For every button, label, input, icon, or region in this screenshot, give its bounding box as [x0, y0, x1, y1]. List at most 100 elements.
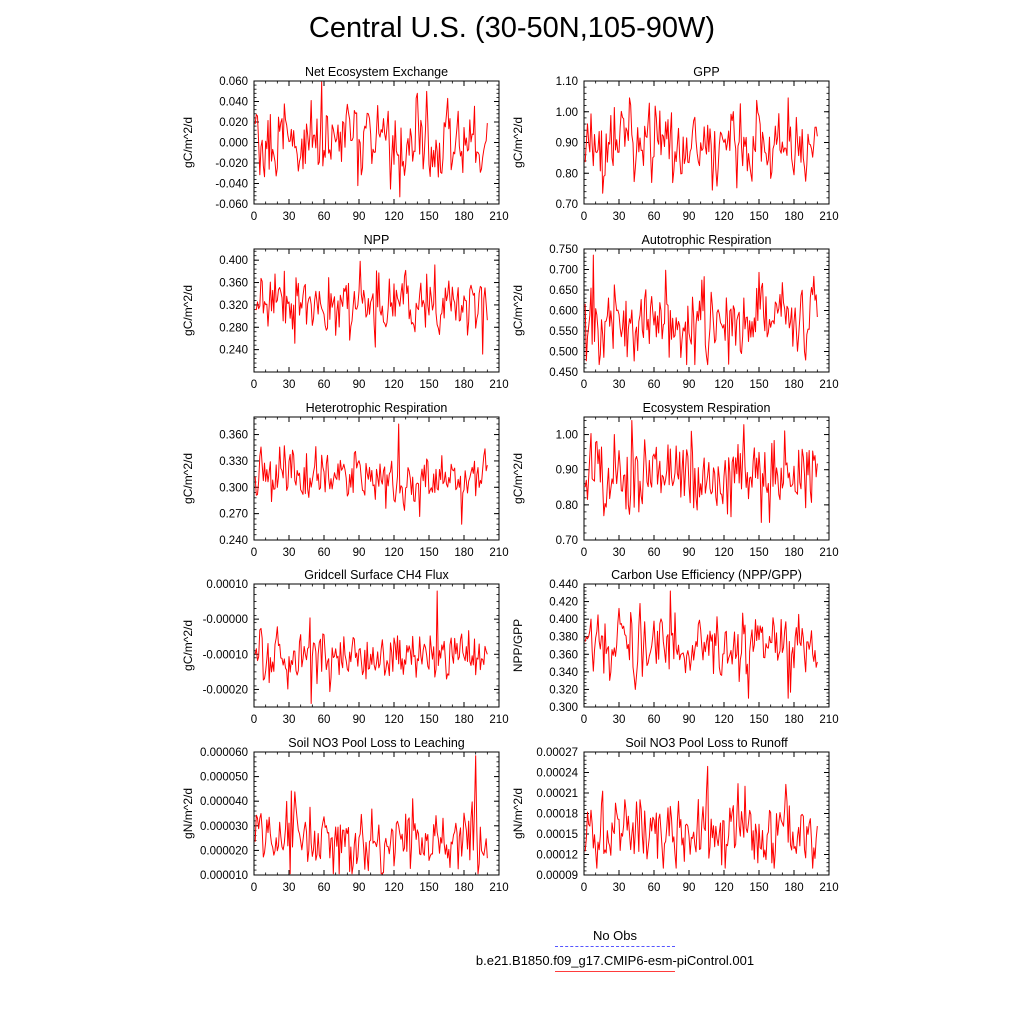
y-tick-label: 0.400 [219, 255, 248, 267]
y-tick-label: 0.000060 [200, 747, 248, 759]
legend-line-model [555, 971, 675, 972]
y-tick-label: 0.80 [556, 500, 578, 512]
x-tick-label: 0 [581, 882, 587, 894]
x-tick-label: 30 [613, 379, 626, 391]
x-tick-label: 0 [581, 379, 587, 391]
x-tick-label: 0 [581, 211, 587, 223]
series-line [255, 260, 488, 355]
plot-frame [583, 248, 830, 373]
x-tick-label: 150 [419, 714, 438, 726]
x-tick-label: 180 [784, 547, 803, 559]
y-tick-label: 1.00 [556, 107, 578, 119]
y-tick-label: 0.000020 [200, 845, 248, 857]
x-tick-label: 120 [714, 714, 733, 726]
y-tick-label: 0.700 [549, 265, 578, 277]
page-title: Central U.S. (30-50N,105-90W) [308, 12, 716, 44]
x-tick-label: 0 [581, 714, 587, 726]
series-line [584, 97, 818, 194]
y-tick-label: 0.750 [549, 244, 578, 256]
y-tick-label: 0.80 [556, 168, 578, 180]
x-tick-label: 210 [489, 882, 508, 894]
y-axis-label: gC/m^2/d [511, 453, 525, 504]
plot-frame [583, 751, 830, 876]
x-tick-label: 180 [454, 547, 473, 559]
y-axis-label: gC/m^2/d [181, 453, 195, 504]
x-tick-label: 120 [384, 714, 403, 726]
y-tick-label: 0.240 [219, 345, 248, 357]
x-tick-label: 0 [251, 714, 257, 726]
x-tick-label: 60 [318, 882, 331, 894]
y-tick-label: 0.300 [549, 702, 578, 714]
x-tick-label: 210 [489, 379, 508, 391]
x-tick-label: 0 [251, 547, 257, 559]
x-tick-label: 150 [419, 211, 438, 223]
legend-label-model: b.e21.B1850.f09_g17.CMIP6-esm-piControl.… [475, 953, 755, 968]
x-tick-label: 150 [749, 714, 768, 726]
x-tick-label: 210 [819, 547, 838, 559]
y-axis-label: gC/m^2/d [181, 620, 195, 671]
y-tick-label: 0.000050 [200, 772, 248, 784]
y-tick-label: -0.00010 [203, 649, 248, 661]
y-tick-label: 0.90 [556, 465, 578, 477]
x-tick-label: 30 [283, 211, 296, 223]
panel-title: Soil NO3 Pool Loss to Runoff [625, 736, 788, 750]
y-tick-label: 0.280 [219, 322, 248, 334]
panel-title: Ecosystem Respiration [643, 401, 771, 415]
panel-title: NPP [364, 233, 390, 247]
y-axis-label: gC/m^2/d [511, 285, 525, 336]
x-tick-label: 30 [283, 882, 296, 894]
x-tick-label: 180 [784, 882, 803, 894]
legend: No Obs b.e21.B1850.f09_g17.CMIP6-esm-piC… [430, 928, 800, 972]
plot-frame [583, 80, 830, 205]
x-tick-label: 60 [318, 379, 331, 391]
x-tick-label: 90 [683, 714, 696, 726]
x-tick-label: 30 [613, 211, 626, 223]
x-tick-label: 90 [353, 211, 366, 223]
x-tick-label: 180 [784, 379, 803, 391]
y-tick-label: 0.600 [549, 306, 578, 318]
series-line [584, 254, 818, 366]
x-tick-label: 210 [819, 714, 838, 726]
y-tick-label: 0.330 [219, 456, 248, 468]
y-tick-label: 0.380 [549, 632, 578, 644]
x-tick-label: 210 [819, 882, 838, 894]
x-tick-label: 60 [648, 547, 661, 559]
x-tick-label: 210 [819, 211, 838, 223]
x-tick-label: 0 [251, 882, 257, 894]
y-tick-label: 0.340 [549, 667, 578, 679]
x-tick-label: 120 [714, 882, 733, 894]
series-line [584, 590, 818, 699]
x-tick-label: 120 [714, 211, 733, 223]
x-tick-label: 30 [283, 714, 296, 726]
x-tick-label: 150 [419, 379, 438, 391]
y-tick-label: 0.000 [219, 138, 248, 150]
x-tick-label: 180 [454, 882, 473, 894]
y-tick-label: 0.00024 [536, 768, 578, 780]
x-tick-label: 180 [454, 714, 473, 726]
x-tick-label: 180 [784, 211, 803, 223]
y-tick-label: 0.00009 [536, 870, 578, 882]
y-axis-label: gC/m^2/d [181, 285, 195, 336]
x-tick-label: 30 [613, 547, 626, 559]
x-tick-label: 120 [714, 547, 733, 559]
y-axis-label: gC/m^2/d [511, 117, 525, 168]
plot-frame [583, 583, 830, 708]
plot-frame [253, 583, 500, 708]
y-tick-label: 0.300 [219, 482, 248, 494]
x-tick-label: 90 [353, 882, 366, 894]
y-tick-label: 0.320 [549, 684, 578, 696]
panel-title: Soil NO3 Pool Loss to Leaching [288, 736, 465, 750]
y-tick-label: 0.360 [219, 430, 248, 442]
panel-1: Net Ecosystem Exchange gC/m^2/d 0 30 60 90 120… [181, 65, 509, 223]
x-tick-label: 90 [683, 211, 696, 223]
x-tick-label: 60 [318, 547, 331, 559]
y-tick-label: 0.90 [556, 138, 578, 150]
panel-7: Gridcell Surface CH4 Flux gC/m^2/d 0 30 60 90… [181, 568, 509, 726]
plot-frame [253, 751, 500, 876]
x-tick-label: 120 [384, 547, 403, 559]
y-tick-label: -0.00000 [203, 614, 248, 626]
x-tick-label: 180 [784, 714, 803, 726]
x-tick-label: 210 [489, 714, 508, 726]
series-line [584, 765, 818, 869]
